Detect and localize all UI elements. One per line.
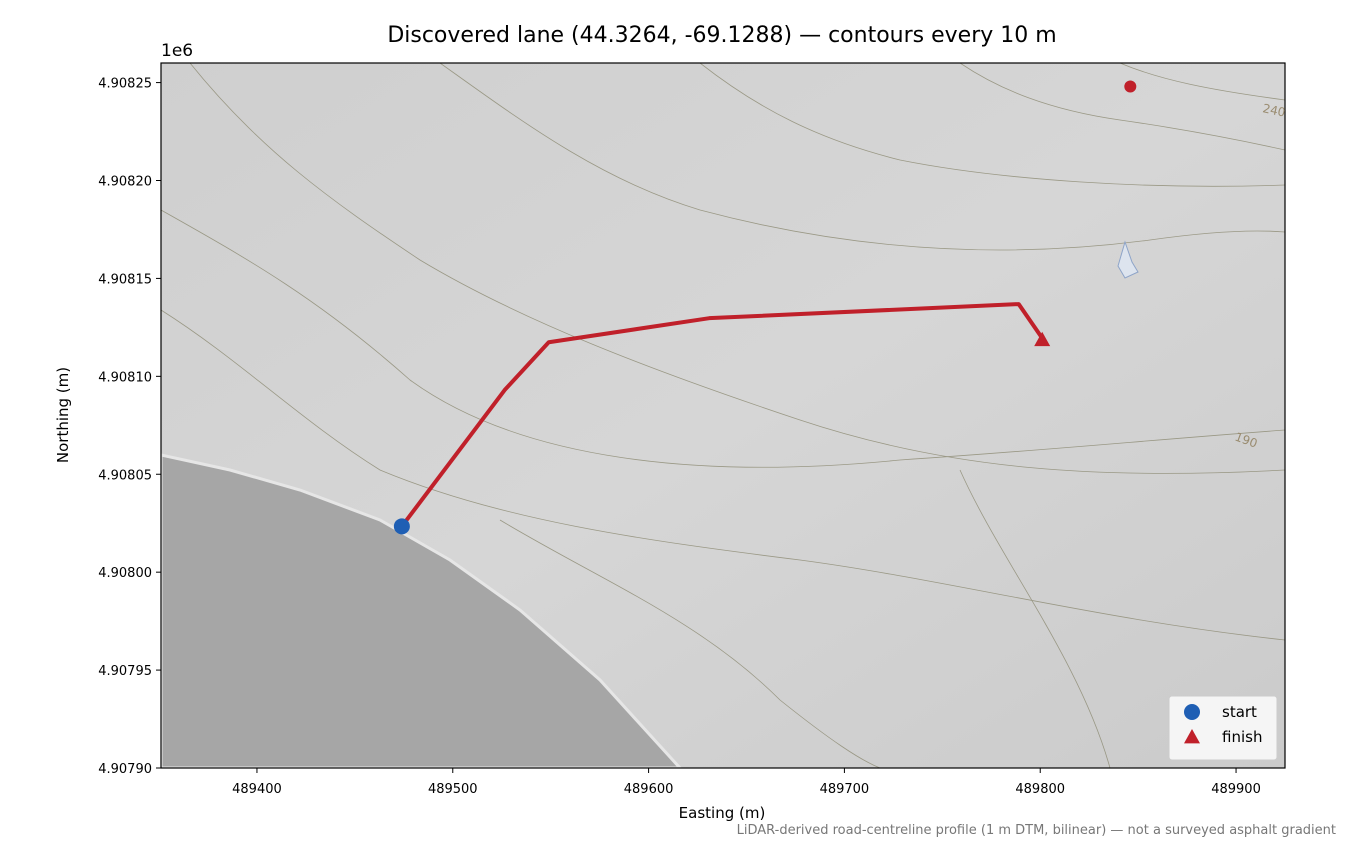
- marker: [1124, 80, 1137, 93]
- y-offset-label: 1e6: [161, 41, 193, 61]
- plot-frame: [160, 62, 1286, 769]
- legend-label: finish: [1222, 728, 1262, 746]
- legend-label: start: [1222, 703, 1257, 721]
- y-axis-label: Northing (m): [54, 367, 72, 463]
- y-tick-label: 4.90805: [98, 468, 152, 483]
- marker: [1034, 331, 1051, 347]
- chart-title: Discovered lane (44.3264, -69.1288) — co…: [387, 23, 1056, 48]
- legend: start finish: [1168, 695, 1278, 761]
- x-tick-label: 489800: [1015, 782, 1065, 797]
- y-tick-label: 4.90795: [98, 664, 152, 679]
- x-tick-label: 489900: [1211, 782, 1261, 797]
- footnote: LiDAR-derived road-centreline profile (1…: [737, 823, 1336, 838]
- plot-layer: [393, 80, 1137, 535]
- y-tick-label: 4.90820: [98, 175, 152, 190]
- route-line: [400, 302, 1044, 528]
- x-tick-label: 489700: [820, 782, 870, 797]
- x-tick-label: 489500: [428, 782, 478, 797]
- y-tick-label: 4.90790: [98, 762, 152, 777]
- y-tick-label: 4.90810: [98, 370, 152, 385]
- hillshade: [161, 63, 1285, 768]
- x-tick-label: 489600: [624, 782, 674, 797]
- x-axis-label: Easting (m): [679, 804, 766, 822]
- y-tick-label: 4.90815: [98, 272, 152, 287]
- y-tick-label: 4.90800: [98, 566, 152, 581]
- contour-label: 240: [1261, 101, 1286, 119]
- x-tick-label: 489400: [232, 782, 282, 797]
- legend-swatch: [1184, 704, 1200, 720]
- y-tick-label: 4.90825: [98, 77, 152, 92]
- marker: [393, 518, 410, 535]
- legend-swatch: [1184, 729, 1200, 744]
